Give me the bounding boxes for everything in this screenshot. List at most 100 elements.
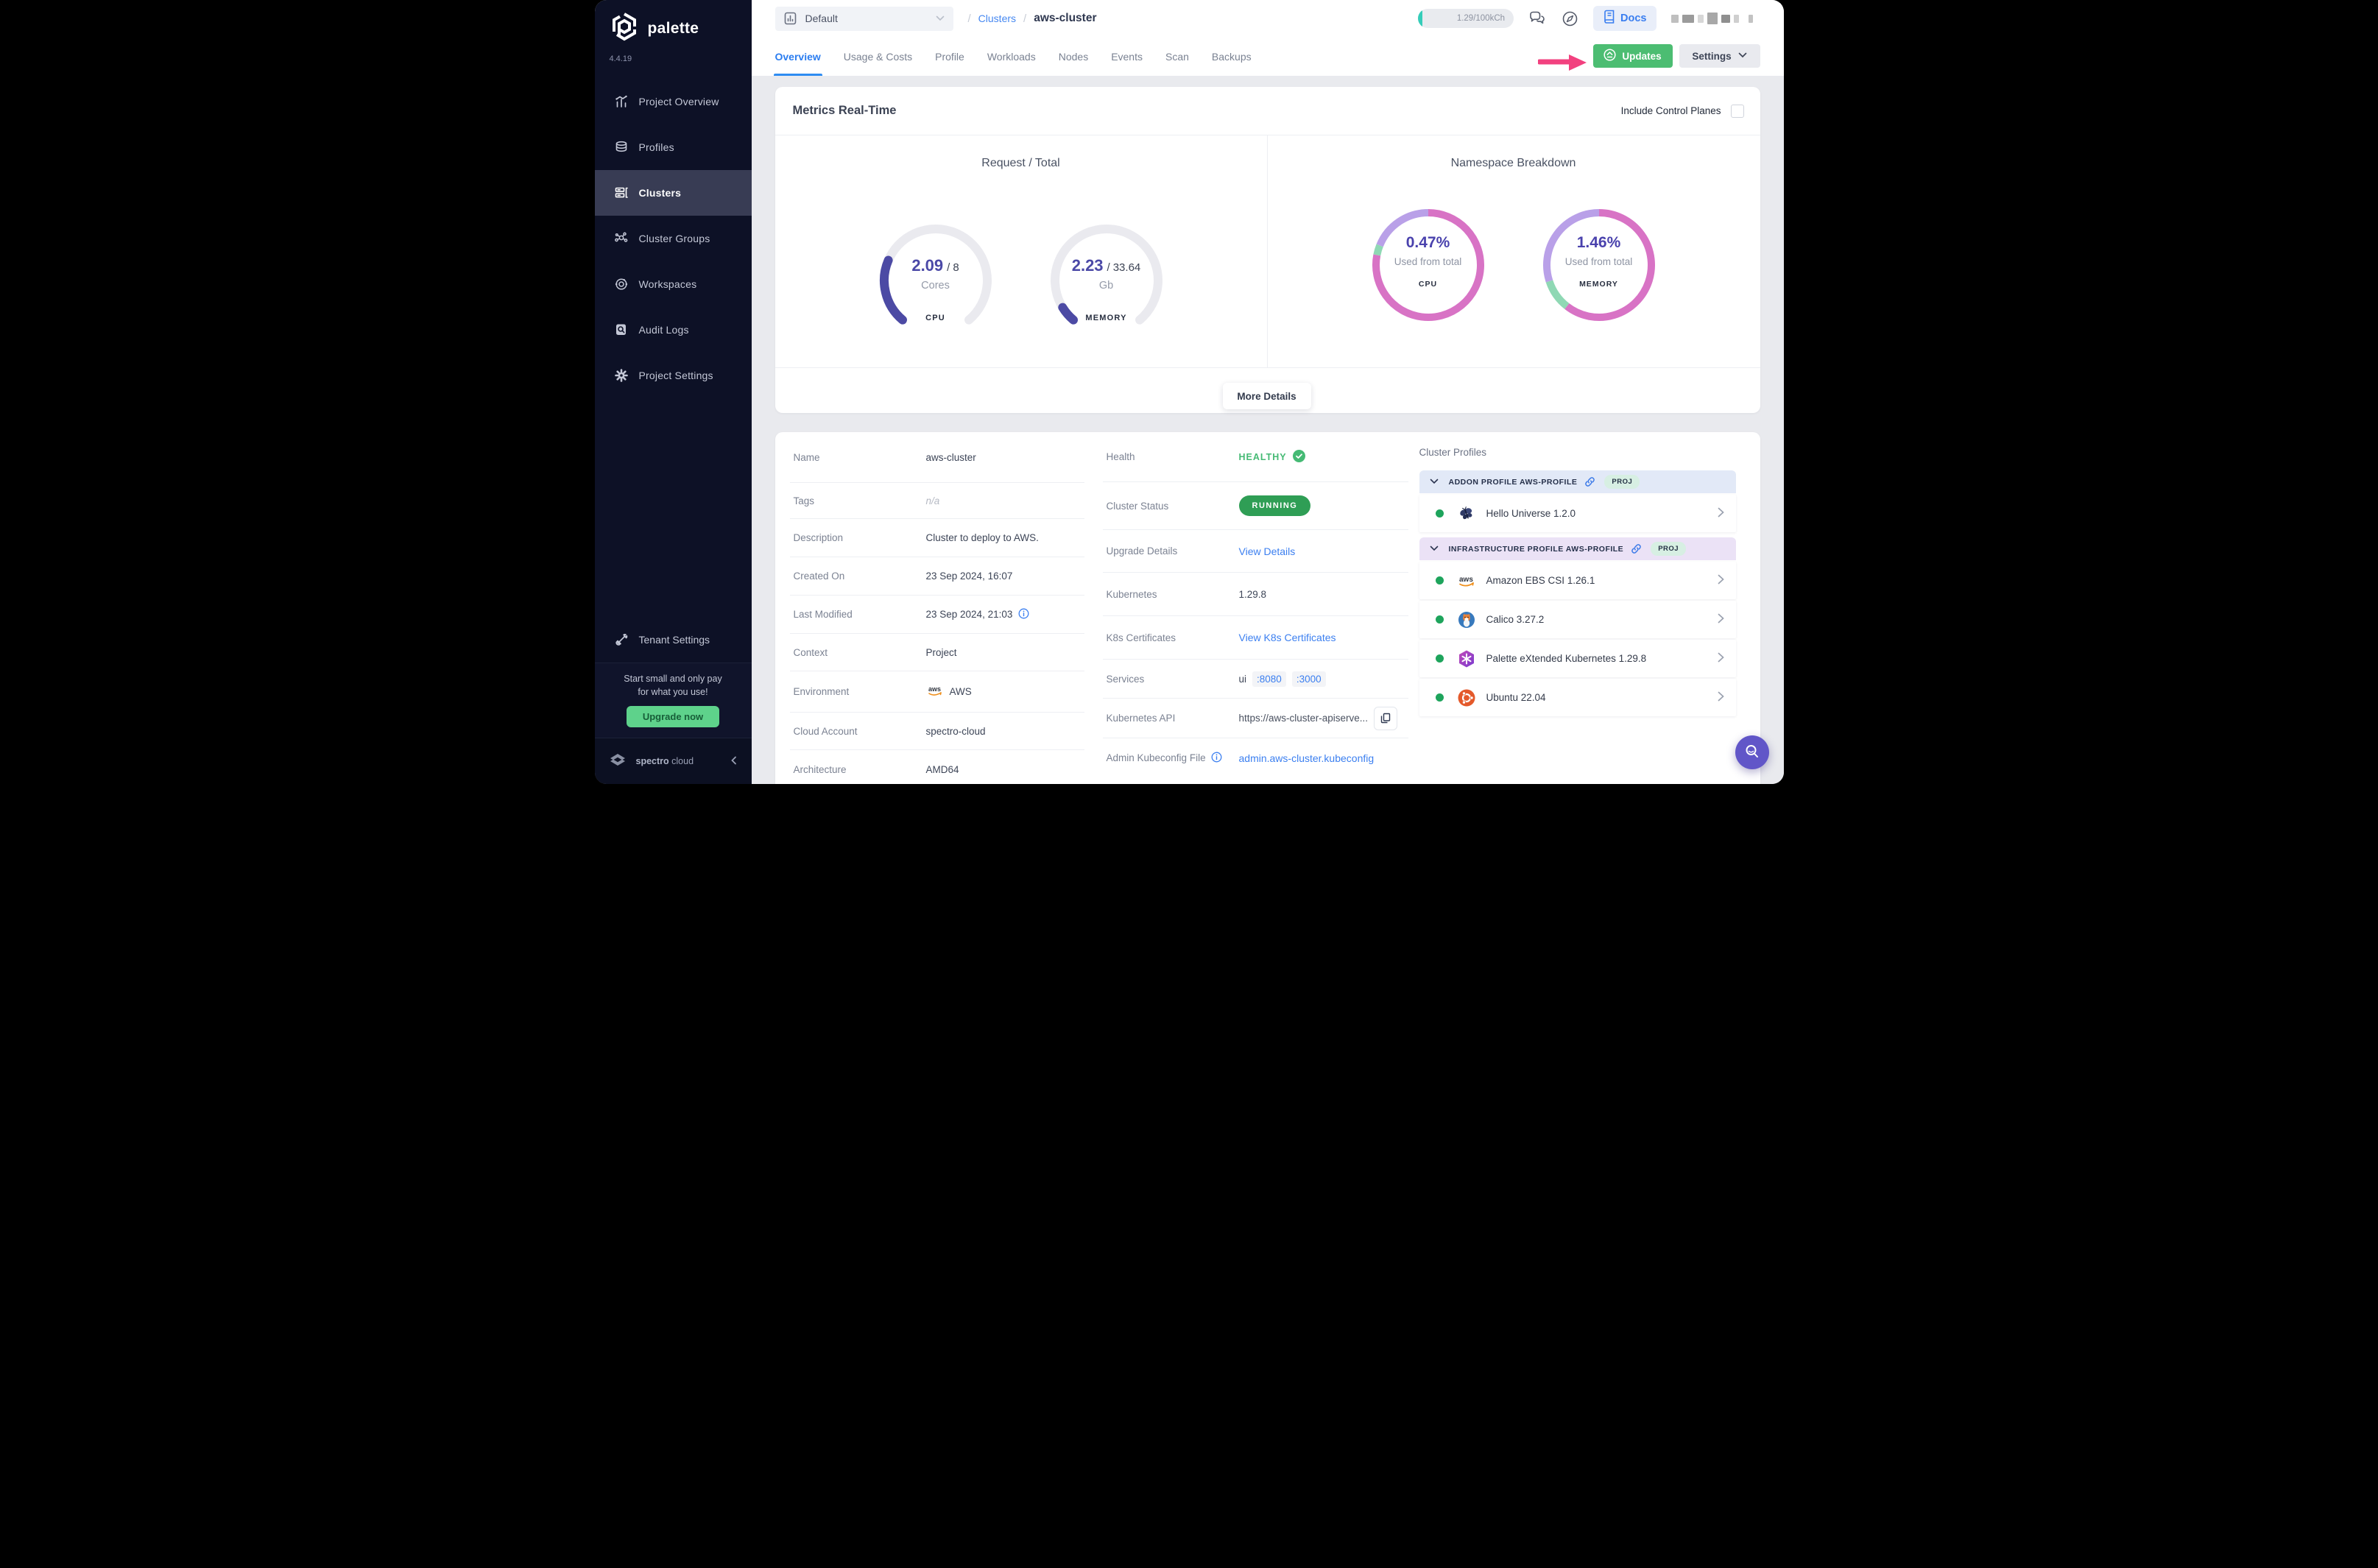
profile-item-ubuntu[interactable]: Ubuntu 22.04: [1419, 679, 1736, 716]
memory-request-value: 2.23: [1071, 256, 1104, 275]
infrastructure-profile-header[interactable]: INFRASTRUCTURE PROFILE AWS-PROFILE PROJ: [1419, 537, 1736, 560]
search-fab-button[interactable]: [1735, 735, 1769, 769]
settings-button[interactable]: Settings: [1679, 44, 1760, 68]
tab-scan[interactable]: Scan: [1165, 50, 1189, 63]
cpu-total-value: 8: [953, 261, 959, 274]
sidebar-item-workspaces[interactable]: Workspaces: [595, 261, 752, 307]
profile-item-calico[interactable]: Calico 3.27.2: [1419, 601, 1736, 638]
sidebar-collapse-button[interactable]: [730, 755, 738, 767]
promo-text-line1: Start small and only pay: [624, 674, 722, 684]
breadcrumb-separator: /: [1023, 12, 1027, 25]
annotation-arrow: [1536, 53, 1588, 76]
topbar-actions: 1.29/100kCh Docs: [1418, 6, 1753, 31]
profile-item-amazon-ebs-csi[interactable]: aws Amazon EBS CSI 1.26.1: [1419, 562, 1736, 599]
page-title: aws-cluster: [1034, 12, 1097, 24]
chat-icon[interactable]: [1528, 10, 1547, 27]
addon-profile-header-label: ADDON PROFILE AWS-PROFILE: [1448, 477, 1578, 487]
compass-icon[interactable]: [1562, 10, 1578, 27]
chevron-right-icon: [1718, 574, 1724, 587]
tab-usage-costs[interactable]: Usage & Costs: [843, 50, 913, 63]
project-icon: [784, 12, 797, 25]
aws-icon: aws: [1457, 571, 1476, 590]
view-details-link[interactable]: View Details: [1238, 545, 1296, 557]
sidebar-footer: spectro cloud: [594, 738, 752, 784]
sidebar-item-label: Project Overview: [638, 96, 719, 107]
memory-gauge-caption: MEMORY: [1085, 314, 1127, 322]
request-total-title: Request / Total: [981, 157, 1060, 169]
detail-row-services: Services ui :8080 :3000: [1102, 660, 1408, 699]
tab-events[interactable]: Events: [1111, 50, 1143, 63]
detail-value: Cluster to deploy to AWS.: [925, 532, 1039, 543]
detail-row-cluster-status: Cluster Status RUNNING: [1102, 482, 1408, 530]
more-details-button[interactable]: More Details: [1222, 383, 1311, 409]
profile-item-name: Amazon EBS CSI 1.26.1: [1486, 575, 1595, 586]
usage-quota-badge: 1.29/100kCh: [1418, 9, 1514, 28]
tab-profile[interactable]: Profile: [935, 50, 964, 63]
sidebar-item-tenant-settings[interactable]: Tenant Settings: [595, 617, 752, 663]
sidebar-item-project-settings[interactable]: Project Settings: [595, 353, 752, 398]
namespace-memory-percent: 1.46%: [1576, 234, 1621, 251]
promo-text-line2: for what you use!: [638, 687, 708, 697]
tab-backups[interactable]: Backups: [1211, 50, 1252, 63]
memory-gauge: 2.23/33.64 Gb MEMORY: [1044, 218, 1169, 343]
include-control-planes-checkbox[interactable]: [1730, 104, 1744, 118]
detail-value: aws-cluster: [925, 451, 976, 463]
upgrade-promo: Start small and only pay for what you us…: [594, 663, 752, 738]
metrics-realtime-card: Metrics Real-Time Include Control Planes…: [775, 87, 1760, 413]
copy-icon[interactable]: [1374, 706, 1398, 730]
status-dot: [1435, 654, 1444, 663]
detail-label: Upgrade Details: [1106, 545, 1178, 557]
main-content: Metrics Real-Time Include Control Planes…: [751, 76, 1784, 784]
info-icon[interactable]: [1018, 608, 1029, 621]
detail-label: Last Modified: [793, 609, 853, 620]
brand-name: palette: [647, 19, 699, 37]
status-dot: [1435, 693, 1444, 702]
tab-nodes[interactable]: Nodes: [1058, 50, 1089, 63]
namespace-cpu-percent: 0.47%: [1405, 234, 1450, 251]
cpu-gauge-value: 2.09/8: [873, 256, 998, 278]
link-icon: [1631, 543, 1642, 554]
breadcrumb-clusters-link[interactable]: Clusters: [978, 13, 1017, 24]
brand-logo: palette: [608, 10, 699, 46]
sidebar-item-cluster-groups[interactable]: Cluster Groups: [595, 216, 752, 261]
detail-value: View K8s Certificates: [1239, 632, 1336, 643]
detail-label: Cluster Status: [1106, 500, 1169, 512]
detail-row-admin-kubeconfig: Admin Kubeconfig File admin.aws-cluster.…: [1103, 738, 1408, 777]
project-selector-dropdown[interactable]: Default: [775, 6, 953, 31]
metrics-header: Metrics Real-Time Include Control Planes: [775, 87, 1760, 135]
detail-label: Tags: [793, 495, 815, 506]
memory-gauge-unit: Gb: [1098, 280, 1114, 292]
docs-button[interactable]: Docs: [1593, 6, 1657, 31]
tabs: Overview Usage & Costs Profile Workloads…: [773, 37, 1252, 76]
tab-overview[interactable]: Overview: [773, 37, 823, 76]
profile-item-palette-extended-kubernetes[interactable]: Palette eXtended Kubernetes 1.29.8: [1419, 640, 1736, 677]
footer-brand: spectro cloud: [636, 756, 694, 766]
detail-value: ui :8080 :3000: [1239, 671, 1326, 687]
chart-icon: [614, 94, 629, 109]
sidebar-item-profiles[interactable]: Profiles: [595, 124, 752, 170]
service-port-link[interactable]: :3000: [1291, 671, 1326, 687]
sidebar-item-project-overview[interactable]: Project Overview: [595, 79, 752, 124]
network-icon: [614, 231, 629, 246]
breadcrumb: / Clusters / aws-cluster: [968, 12, 1097, 25]
updates-button[interactable]: Updates: [1592, 44, 1673, 68]
tab-workloads[interactable]: Workloads: [987, 50, 1036, 63]
last-modified-value: 23 Sep 2024, 21:03: [925, 609, 1013, 620]
sidebar-item-clusters[interactable]: Clusters: [594, 170, 752, 216]
settings-label: Settings: [1692, 50, 1732, 62]
service-port-link[interactable]: :8080: [1252, 671, 1286, 687]
chevron-right-icon: [1718, 691, 1724, 704]
detail-value: 1.29.8: [1238, 588, 1267, 600]
detail-row-cloud-account: Cloud Account spectro-cloud: [789, 713, 1084, 750]
kubeconfig-download-link[interactable]: admin.aws-cluster.kubeconfig: [1238, 752, 1375, 764]
detail-value: AMD64: [925, 764, 959, 775]
sidebar-item-audit-logs[interactable]: Audit Logs: [595, 307, 752, 353]
addon-profile-header[interactable]: ADDON PROFILE AWS-PROFILE PROJ: [1419, 470, 1736, 493]
view-k8s-certificates-link[interactable]: View K8s Certificates: [1238, 632, 1336, 643]
value-separator: /: [947, 261, 950, 274]
upgrade-now-button[interactable]: Upgrade now: [626, 706, 720, 727]
namespace-breakdown-title: Namespace Breakdown: [1450, 157, 1576, 169]
profile-item-hello-universe[interactable]: Hello Universe 1.2.0: [1419, 495, 1736, 532]
status-dot: [1435, 615, 1444, 624]
info-icon[interactable]: [1211, 752, 1222, 765]
